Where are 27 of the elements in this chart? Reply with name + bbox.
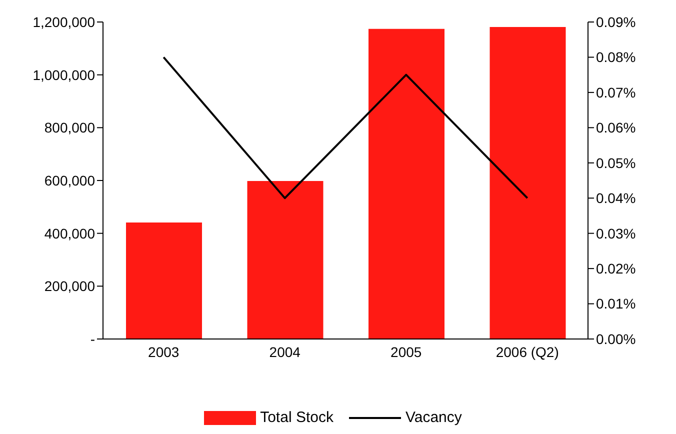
- y-tick-label: 400,000: [44, 225, 96, 242]
- legend-label: Total Stock: [260, 409, 334, 426]
- y2-tick-label: 0.09%: [596, 14, 636, 30]
- x-tick-label: 2005: [390, 344, 422, 360]
- y2-tick-label: 0.00%: [596, 330, 636, 347]
- y2-tick-label: 0.04%: [596, 190, 636, 206]
- bar: [247, 181, 324, 339]
- x-tick-label: 2003: [148, 344, 180, 360]
- y-tick-label: 600,000: [44, 172, 96, 188]
- y2-tick-label: 0.02%: [596, 260, 636, 277]
- legend-label: Vacancy: [405, 409, 462, 426]
- bar: [368, 28, 444, 339]
- y2-tick-label: 0.01%: [596, 296, 636, 312]
- y-tick-label: 1,200,000: [32, 14, 96, 30]
- x-tick-label: 2006 (Q2): [496, 344, 559, 360]
- bar: [490, 27, 566, 339]
- y-tick-label: 800,000: [44, 120, 96, 136]
- y2-tick-label: 0.05%: [596, 154, 636, 171]
- y2-tick-label: 0.08%: [596, 49, 636, 66]
- y-tick-label: 200,000: [44, 278, 96, 294]
- x-tick-label: 2004: [269, 344, 301, 360]
- y2-tick-label: 0.07%: [596, 84, 636, 100]
- y-tick-label: -: [90, 330, 96, 347]
- y2-tick-label: 0.03%: [596, 225, 636, 242]
- y2-tick-label: 0.06%: [596, 120, 636, 136]
- y-tick-label: 1,000,000: [32, 66, 96, 83]
- bar: [126, 222, 202, 339]
